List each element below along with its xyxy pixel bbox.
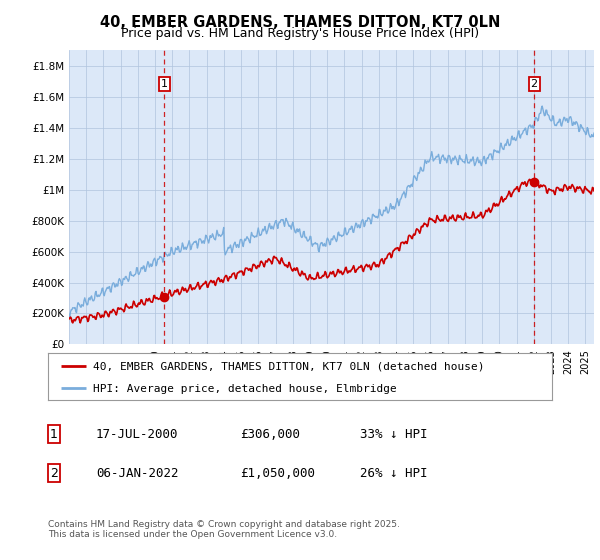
- Text: 06-JAN-2022: 06-JAN-2022: [96, 466, 179, 480]
- Text: 2: 2: [50, 466, 58, 480]
- Text: 2: 2: [530, 80, 538, 90]
- Text: 40, EMBER GARDENS, THAMES DITTON, KT7 0LN (detached house): 40, EMBER GARDENS, THAMES DITTON, KT7 0L…: [94, 362, 485, 372]
- Text: 26% ↓ HPI: 26% ↓ HPI: [360, 466, 427, 480]
- Text: 33% ↓ HPI: 33% ↓ HPI: [360, 427, 427, 441]
- Text: £306,000: £306,000: [240, 427, 300, 441]
- Text: 40, EMBER GARDENS, THAMES DITTON, KT7 0LN: 40, EMBER GARDENS, THAMES DITTON, KT7 0L…: [100, 15, 500, 30]
- Text: 1: 1: [161, 80, 168, 90]
- Text: Price paid vs. HM Land Registry's House Price Index (HPI): Price paid vs. HM Land Registry's House …: [121, 27, 479, 40]
- Text: HPI: Average price, detached house, Elmbridge: HPI: Average price, detached house, Elmb…: [94, 384, 397, 394]
- Text: £1,050,000: £1,050,000: [240, 466, 315, 480]
- Text: 1: 1: [50, 427, 58, 441]
- Text: 17-JUL-2000: 17-JUL-2000: [96, 427, 179, 441]
- Text: Contains HM Land Registry data © Crown copyright and database right 2025.
This d: Contains HM Land Registry data © Crown c…: [48, 520, 400, 539]
